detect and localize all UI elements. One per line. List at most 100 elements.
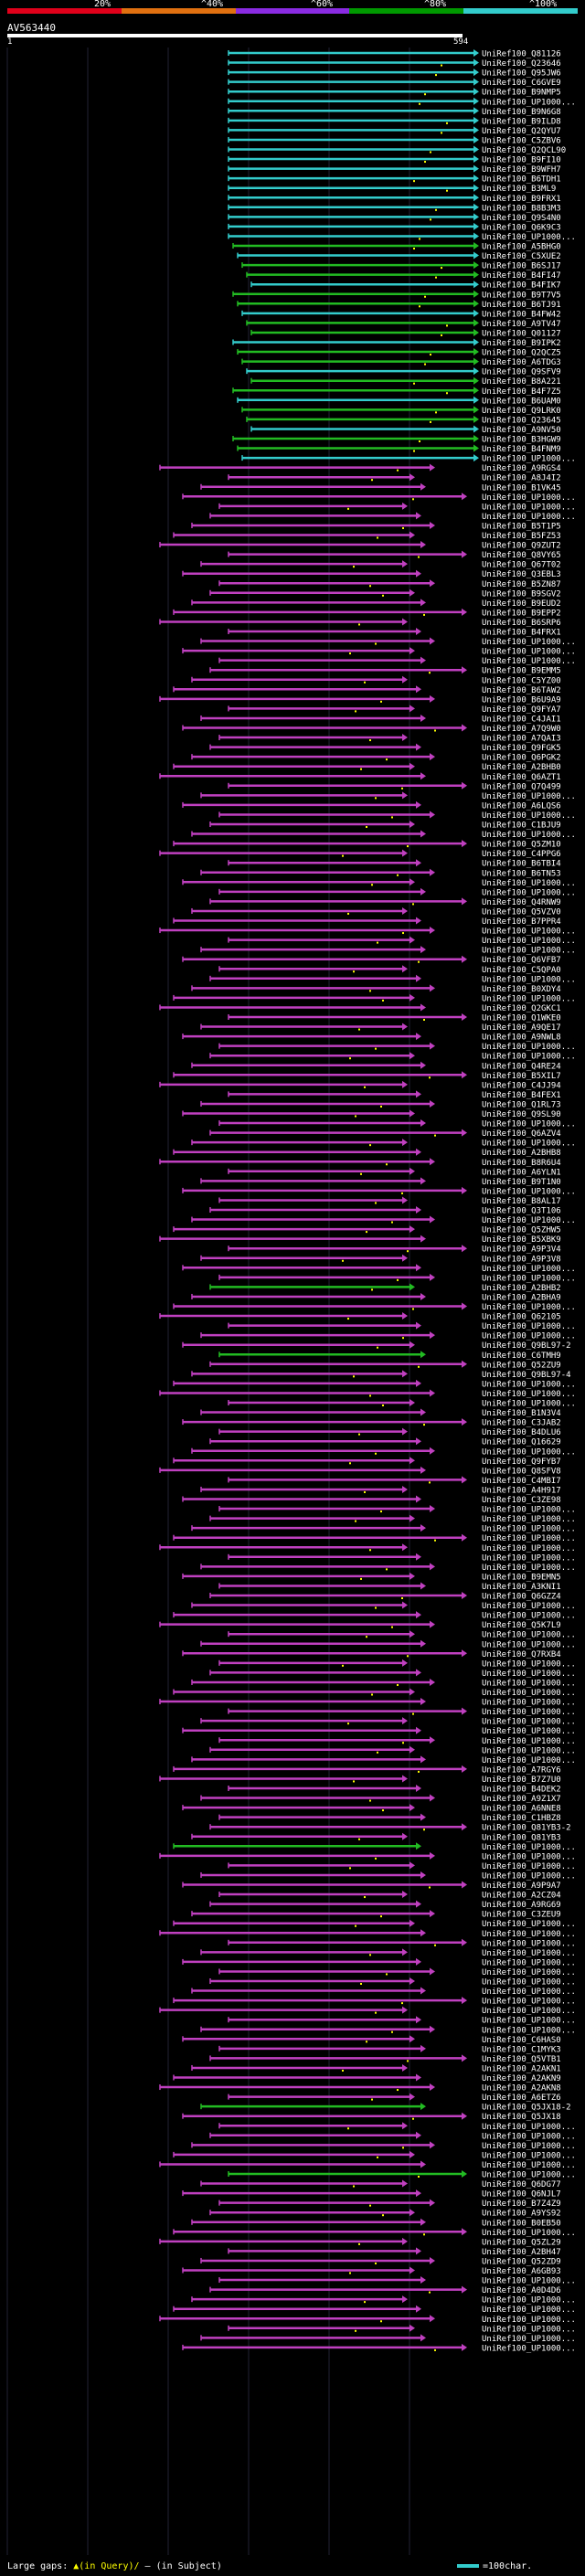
- hit-label[interactable]: UniRef100_UP1000...: [482, 928, 576, 937]
- hit-label[interactable]: UniRef100_A0D4D6: [482, 2286, 561, 2295]
- hit-label[interactable]: UniRef100_A9RG69: [482, 1901, 561, 1910]
- hit-label[interactable]: UniRef100_B5ZN87: [482, 580, 561, 589]
- hit-label[interactable]: UniRef100_UP1000...: [482, 1679, 576, 1688]
- hit-label[interactable]: UniRef100_Q8SFV8: [482, 1467, 561, 1476]
- hit-label[interactable]: UniRef100_UP1000...: [482, 638, 576, 647]
- hit-label[interactable]: UniRef100_Q9BL97-2: [482, 1341, 571, 1351]
- hit-label[interactable]: UniRef100_B9EMN5: [482, 1573, 561, 1582]
- hit-label[interactable]: UniRef100_C3ZEU9: [482, 1911, 561, 1920]
- hit-label[interactable]: UniRef100_UP1000...: [482, 1862, 576, 1871]
- hit-label[interactable]: UniRef100_A3KNI1: [482, 1583, 561, 1592]
- hit-label[interactable]: UniRef100_UP1000...: [482, 2277, 576, 2286]
- hit-label[interactable]: UniRef100_B4DEK2: [482, 1786, 561, 1795]
- hit-label[interactable]: UniRef100_UP1000...: [482, 1708, 576, 1717]
- hit-label[interactable]: UniRef100_A2BHA9: [482, 1293, 561, 1302]
- hit-label[interactable]: UniRef100_UP1000...: [482, 975, 576, 984]
- hit-label[interactable]: UniRef100_B9EUD2: [482, 599, 561, 609]
- hit-label[interactable]: UniRef100_Q1RL73: [482, 1100, 561, 1109]
- hit-label[interactable]: UniRef100_C1BJU9: [482, 822, 561, 831]
- hit-label[interactable]: UniRef100_UP1000...: [482, 879, 576, 888]
- hit-label[interactable]: UniRef100_B9ILD8: [482, 117, 561, 126]
- hit-label[interactable]: UniRef100_Q6AZT1: [482, 773, 561, 782]
- hit-label[interactable]: UniRef100_Q9FYA7: [482, 705, 561, 715]
- hit-label[interactable]: UniRef100_B6TDH1: [482, 175, 561, 185]
- hit-label[interactable]: UniRef100_C4JAI1: [482, 715, 561, 724]
- hit-label[interactable]: UniRef100_Q6DG77: [482, 2180, 561, 2189]
- hit-label[interactable]: UniRef100_Q3T106: [482, 1207, 561, 1216]
- hit-label[interactable]: UniRef100_A9RGS4: [482, 464, 561, 473]
- hit-label[interactable]: UniRef100_Q23646: [482, 59, 561, 69]
- hit-label[interactable]: UniRef100_B6UAM0: [482, 397, 561, 406]
- hit-label[interactable]: UniRef100_B4FIK7: [482, 281, 561, 291]
- hit-label[interactable]: UniRef100_Q23645: [482, 416, 561, 425]
- hit-label[interactable]: UniRef100_UP1000...: [482, 1544, 576, 1553]
- hit-label[interactable]: UniRef100_B1VK45: [482, 483, 561, 493]
- hit-label[interactable]: UniRef100_Q62105: [482, 1313, 561, 1322]
- hit-label[interactable]: UniRef100_C4JJ94: [482, 1081, 561, 1090]
- hit-label[interactable]: UniRef100_UP1000...: [482, 1390, 576, 1399]
- hit-label[interactable]: UniRef100_Q6K9C3: [482, 223, 561, 232]
- hit-label[interactable]: UniRef100_B6TAW2: [482, 686, 561, 695]
- hit-label[interactable]: UniRef100_C6HAS0: [482, 2036, 561, 2045]
- hit-label[interactable]: UniRef100_Q2GKC1: [482, 1004, 561, 1013]
- hit-label[interactable]: UniRef100_B4FEX1: [482, 1091, 561, 1100]
- hit-label[interactable]: UniRef100_UP1000...: [482, 2132, 576, 2141]
- hit-label[interactable]: UniRef100_Q2QCL90: [482, 146, 566, 155]
- hit-label[interactable]: UniRef100_B3ML9: [482, 185, 556, 194]
- hit-label[interactable]: UniRef100_B0EB50: [482, 2219, 561, 2228]
- hit-label[interactable]: UniRef100_C6TMH9: [482, 1352, 561, 1361]
- hit-label[interactable]: UniRef100_B9FRX1: [482, 195, 561, 204]
- hit-label[interactable]: UniRef100_UP1000...: [482, 1746, 576, 1755]
- hit-label[interactable]: UniRef100_Q9FYB7: [482, 1458, 561, 1467]
- hit-label[interactable]: UniRef100_B6TBI4: [482, 860, 561, 869]
- hit-label[interactable]: UniRef100_UP1000...: [482, 2017, 576, 2026]
- hit-label[interactable]: UniRef100_UP1000...: [482, 1631, 576, 1640]
- hit-label[interactable]: UniRef100_B9WFH7: [482, 165, 561, 175]
- hit-label[interactable]: UniRef100_UP1000...: [482, 792, 576, 801]
- hit-label[interactable]: UniRef100_UP1000...: [482, 1949, 576, 1958]
- hit-label[interactable]: UniRef100_UP1000...: [482, 947, 576, 956]
- hit-label[interactable]: UniRef100_Q1WKE0: [482, 1014, 561, 1023]
- hit-label[interactable]: UniRef100_B5FZ53: [482, 532, 561, 541]
- hit-label[interactable]: UniRef100_A7QAI3: [482, 735, 561, 744]
- hit-label[interactable]: UniRef100_UP1000...: [482, 1727, 576, 1736]
- hit-label[interactable]: UniRef100_UP1000...: [482, 888, 576, 897]
- hit-label[interactable]: UniRef100_C4PPG6: [482, 850, 561, 859]
- hit-label[interactable]: UniRef100_B5XIL7: [482, 1072, 561, 1081]
- hit-label[interactable]: UniRef100_Q81126: [482, 50, 561, 59]
- hit-label[interactable]: UniRef100_Q7RXB4: [482, 1650, 561, 1659]
- hit-label[interactable]: UniRef100_B4FW42: [482, 310, 561, 319]
- hit-label[interactable]: UniRef100_Q2QYU7: [482, 127, 561, 136]
- hit-label[interactable]: UniRef100_B4DLU6: [482, 1428, 561, 1437]
- hit-label[interactable]: UniRef100_Q52ZU9: [482, 1361, 561, 1370]
- hit-label[interactable]: UniRef100_UP1000...: [482, 2026, 576, 2035]
- hit-label[interactable]: UniRef100_UP1000...: [482, 1843, 576, 1852]
- hit-label[interactable]: UniRef100_Q2QCZ5: [482, 349, 561, 358]
- hit-label[interactable]: UniRef100_UP1000...: [482, 1659, 576, 1669]
- hit-label[interactable]: UniRef100_Q9SFV9: [482, 368, 561, 377]
- hit-label[interactable]: UniRef100_A9YS92: [482, 2210, 561, 2219]
- hit-label[interactable]: UniRef100_B9FI10: [482, 156, 561, 165]
- hit-label[interactable]: UniRef100_B9NMP5: [482, 89, 561, 98]
- hit-label[interactable]: UniRef100_UP1000...: [482, 1564, 576, 1573]
- hit-label[interactable]: UniRef100_UP1000...: [482, 1998, 576, 2007]
- hit-label[interactable]: UniRef100_A6YLN1: [482, 1168, 561, 1177]
- hit-label[interactable]: UniRef100_A6LQS6: [482, 801, 561, 811]
- hit-label[interactable]: UniRef100_B1N3V4: [482, 1409, 561, 1418]
- hit-label[interactable]: UniRef100_Q16629: [482, 1438, 561, 1447]
- hit-label[interactable]: UniRef100_UP1000...: [482, 1525, 576, 1534]
- hit-label[interactable]: UniRef100_Q5JX18-2: [482, 2104, 571, 2113]
- hit-label[interactable]: UniRef100_B6TN53: [482, 869, 561, 878]
- hit-label[interactable]: UniRef100_UP1000...: [482, 2306, 576, 2315]
- hit-label[interactable]: UniRef100_A9Z1X7: [482, 1795, 561, 1804]
- hit-label[interactable]: UniRef100_Q01127: [482, 329, 561, 338]
- hit-label[interactable]: UniRef100_UP1000...: [482, 1380, 576, 1389]
- hit-label[interactable]: UniRef100_B7Z7U0: [482, 1776, 561, 1785]
- hit-label[interactable]: UniRef100_B4FI47: [482, 271, 561, 281]
- hit-label[interactable]: UniRef100_UP1000...: [482, 1534, 576, 1543]
- hit-label[interactable]: UniRef100_A5BHG0: [482, 243, 561, 252]
- hit-label[interactable]: UniRef100_C3ZE98: [482, 1496, 561, 1505]
- hit-label[interactable]: UniRef100_UP1000...: [482, 233, 576, 242]
- hit-label[interactable]: UniRef100_UP1000...: [482, 1506, 576, 1515]
- hit-label[interactable]: UniRef100_UP1000...: [482, 1756, 576, 1765]
